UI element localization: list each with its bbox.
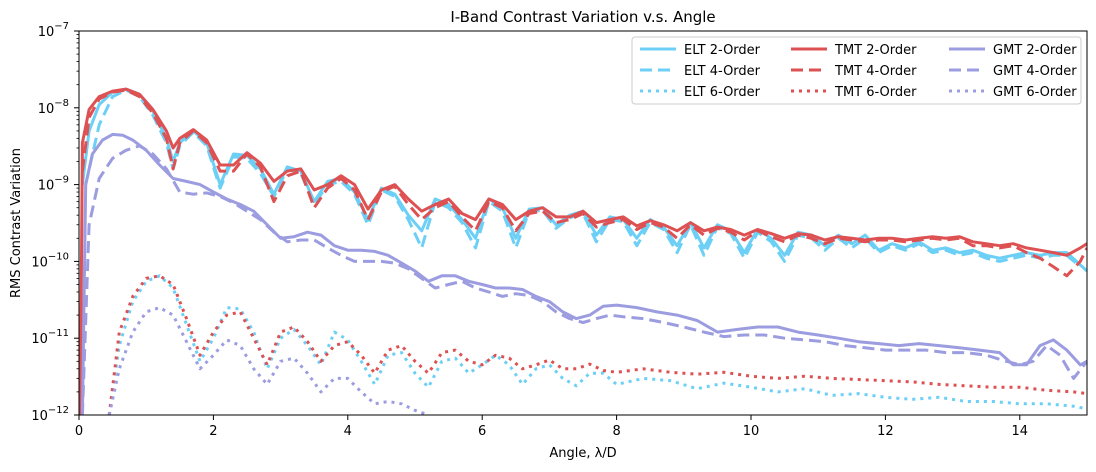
x-tick-label: 12 bbox=[877, 424, 894, 439]
series-line-tmt-6-order bbox=[107, 274, 1087, 415]
legend-label: TMT 2-Order bbox=[834, 43, 917, 58]
series-line-gmt-2-order bbox=[80, 132, 1087, 415]
legend-box bbox=[631, 36, 1082, 105]
x-tick-label: 4 bbox=[344, 424, 352, 439]
legend-label: GMT 4-Order bbox=[993, 64, 1077, 79]
y-axis: 10−12 10−11 10−10 10−9 10−8 10−7 bbox=[31, 21, 79, 424]
x-tick-label: 8 bbox=[612, 424, 620, 439]
y-tick-label: 10−11 bbox=[31, 328, 69, 347]
legend-label: ELT 6-Order bbox=[684, 85, 761, 100]
legend-label: GMT 6-Order bbox=[993, 85, 1077, 100]
legend-label: TMT 4-Order bbox=[834, 64, 917, 79]
x-tick-label: 2 bbox=[209, 424, 217, 439]
legend-label: ELT 2-Order bbox=[684, 43, 761, 58]
series-line-gmt-4-order bbox=[80, 144, 1087, 415]
x-axis-label: Angle, λ/D bbox=[549, 446, 616, 461]
legend-label: TMT 6-Order bbox=[834, 85, 917, 100]
series-line-elt-6-order bbox=[107, 274, 1087, 415]
y-tick-label: 10−12 bbox=[31, 405, 69, 424]
x-tick-label: 14 bbox=[1012, 424, 1029, 439]
series-line-tmt-4-order bbox=[80, 88, 1087, 278]
series-line-tmt-2-order bbox=[79, 87, 1087, 415]
x-axis: 0 2 4 6 8 10 12 14 bbox=[75, 415, 1028, 439]
plot-frame bbox=[78, 30, 1088, 416]
chart-title: I-Band Contrast Variation v.s. Angle bbox=[450, 8, 715, 26]
legend: ELT 2-Order ELT 4-Order ELT 6-Order TMT 2-O… bbox=[631, 36, 1082, 105]
y-tick-label: 10−10 bbox=[31, 251, 69, 270]
x-tick-label: 6 bbox=[478, 424, 486, 439]
x-tick-label: 10 bbox=[743, 424, 760, 439]
x-tick-label: 0 bbox=[75, 424, 83, 439]
y-axis-label: RMS Contrast Variation bbox=[9, 148, 24, 298]
y-tick-label: 10−7 bbox=[38, 21, 69, 40]
legend-label: GMT 2-Order bbox=[993, 43, 1077, 58]
series-layer bbox=[79, 87, 1087, 415]
y-tick-label: 10−9 bbox=[38, 175, 69, 194]
y-tick-label: 10−8 bbox=[38, 98, 69, 117]
legend-label: ELT 4-Order bbox=[684, 64, 761, 79]
